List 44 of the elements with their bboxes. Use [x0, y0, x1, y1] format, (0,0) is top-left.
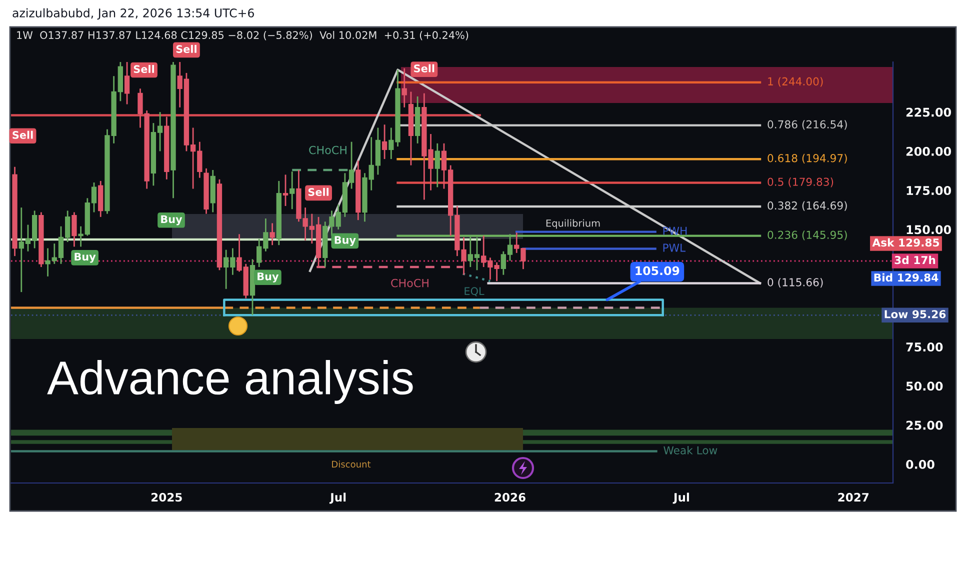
y-tick-label: 225.00 — [906, 108, 952, 117]
annotation: 105.09 — [636, 266, 680, 276]
x-tick-label: 2025 — [152, 492, 182, 502]
series-label: 1 (244.00) — [768, 77, 823, 87]
annotation: Sell — [414, 64, 434, 72]
annotation: Sell — [134, 64, 154, 74]
annotation: CHoCH — [309, 146, 346, 154]
annotation: Sell — [12, 130, 33, 139]
ref-line-label: Low 95.26 — [884, 310, 946, 318]
series-label: 0.5 (179.83) — [768, 178, 834, 188]
y-tick-label: 0.00 — [906, 460, 934, 469]
x-tick-label: 2027 — [838, 492, 869, 502]
x-tick-label: Jul — [329, 492, 346, 504]
y-tick-label: 175.00 — [906, 186, 952, 196]
series-label: Weak Low — [664, 446, 718, 454]
y-tick-label: 75.00 — [906, 342, 943, 352]
x-tick-label: 2026 — [494, 492, 526, 502]
chart-subtitle: 1W O137.87 H137.87 L124.68 C129.85 −8.02 (−5.82%) Vol 10.02M +0.31 (+0.24%) — [17, 30, 468, 40]
y-tick-label: 25.00 — [906, 420, 943, 430]
y-tick-label: 50.00 — [906, 382, 943, 391]
annotation: Bid 129.84 — [874, 273, 938, 282]
y-tick-label: 150.00 — [906, 225, 952, 234]
series-label: 0.236 (145.95) — [768, 230, 847, 240]
annotation: Buy — [334, 236, 356, 246]
x-tick-label: Jul — [672, 492, 689, 504]
series-label: 0.382 (164.69) — [768, 201, 847, 211]
y-tick-label: 200.00 — [906, 146, 952, 156]
annotation: EQL — [464, 287, 484, 296]
annotation: Buy — [74, 252, 96, 263]
annotation: Buy — [258, 272, 279, 282]
annotation: Advance analysis — [47, 360, 413, 404]
annotation: Sell — [176, 44, 196, 53]
series-label: 0.618 (194.97) — [768, 154, 847, 164]
annotation: Sell — [308, 188, 328, 196]
annotation: Ask 129.85 — [872, 238, 940, 247]
chart-title: azizulbabubd, Jan 22, 2026 13:54 UTC+6 — [12, 8, 254, 20]
annotation: Buy — [161, 215, 182, 226]
series-label: PWL — [663, 244, 686, 252]
series-label: 0 (115.66) — [768, 278, 823, 288]
annotation: Equilibrium — [546, 219, 600, 229]
annotation: CHoCH — [391, 278, 428, 288]
ref-line-label: 3d 17h — [894, 256, 936, 264]
series-label: 0.786 (216.54) — [768, 120, 847, 130]
annotation: Discount — [332, 460, 371, 468]
